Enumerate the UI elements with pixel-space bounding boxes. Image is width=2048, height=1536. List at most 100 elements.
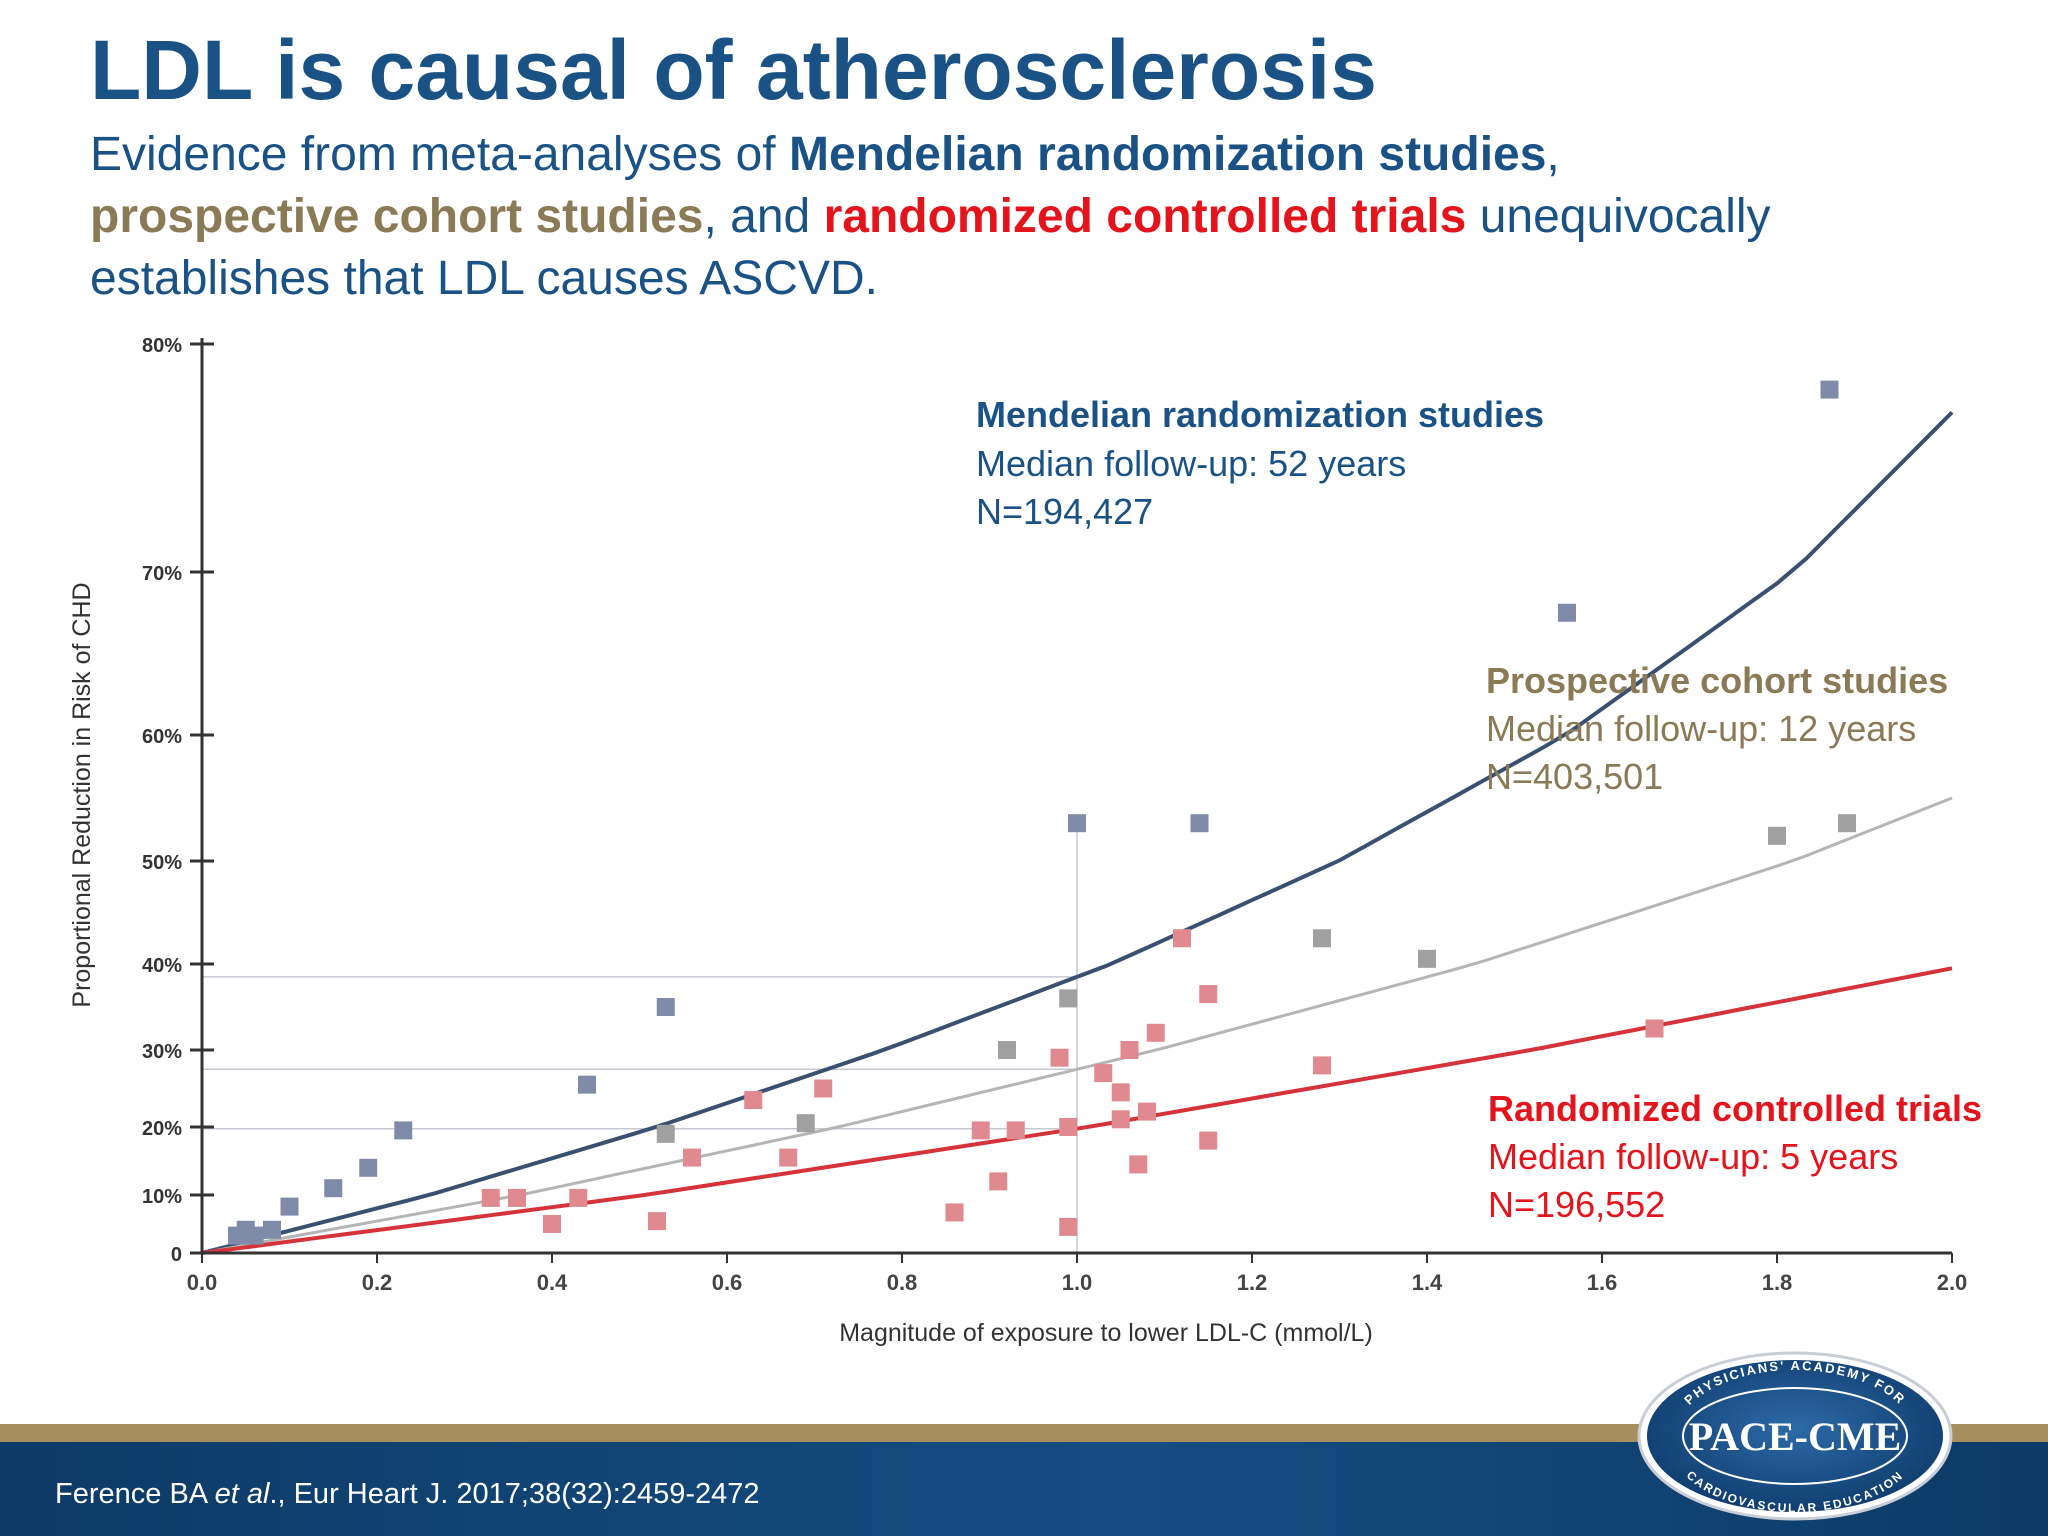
- x-tick-label: 2.0: [1937, 1270, 1968, 1295]
- point-mr: [578, 1075, 596, 1094]
- point-rct: [1138, 1102, 1156, 1121]
- point-rct: [1094, 1064, 1113, 1083]
- x-tick-label: 1.4: [1412, 1270, 1443, 1295]
- point-rct: [1059, 1217, 1078, 1236]
- x-tick-label: 1.8: [1762, 1270, 1793, 1295]
- point-rct: [1050, 1048, 1069, 1067]
- subtitle-text-1: Evidence from meta-analyses of: [90, 128, 789, 181]
- x-tick-label: 1.2: [1237, 1270, 1268, 1295]
- y-tick-label: 80%: [142, 335, 182, 357]
- annotation-rct-name: Randomized controlled trials: [1488, 1088, 1982, 1129]
- point-rct: [543, 1215, 561, 1233]
- point-mr: [656, 998, 675, 1016]
- subtitle-mr: Mendelian randomization studies: [788, 128, 1547, 181]
- point-mr: [263, 1220, 281, 1239]
- annotation-pc-followup: Median follow-up: 12 years: [1486, 708, 1916, 749]
- point-rct: [971, 1121, 990, 1140]
- point-rct: [779, 1148, 798, 1167]
- point-rct: [1111, 1110, 1130, 1129]
- citation-rest: ., Eur Heart J. 2017;38(32):2459-2472: [269, 1478, 760, 1510]
- x-tick-label: 1.0: [1062, 1270, 1093, 1295]
- y-tick-label: 60%: [142, 726, 182, 748]
- x-tick-label: 1.6: [1587, 1270, 1618, 1295]
- data-points: [228, 380, 1856, 1245]
- point-mr: [394, 1121, 413, 1140]
- point-pc: [796, 1114, 815, 1133]
- point-mr: [1558, 603, 1576, 622]
- point-rct: [1059, 1118, 1078, 1136]
- y-axis-title: Proportional Reduction in Risk of CHD: [68, 582, 96, 1007]
- point-pc: [1059, 989, 1078, 1008]
- scatter-chart: 010%20%30%40%50%60%70%80% 0.0 0.2 0.4 0.6 0.…: [68, 335, 1982, 1347]
- subtitle-text-3: , and: [703, 190, 824, 243]
- logo-inner-ring: [1682, 1387, 1908, 1485]
- logo-disc: [1647, 1360, 1943, 1512]
- point-pc: [1418, 949, 1436, 968]
- point-rct: [814, 1079, 833, 1098]
- point-rct: [1199, 985, 1218, 1004]
- annotation-pc-n: N=403,501: [1486, 756, 1663, 797]
- annotation-pc-name: Prospective cohort studies: [1486, 660, 1948, 701]
- x-tick-label: 0.2: [362, 1270, 393, 1295]
- point-rct: [1146, 1023, 1165, 1042]
- point-rct: [683, 1148, 701, 1167]
- slide-subtitle: Evidence from meta-analyses of Mendelian…: [90, 124, 2010, 310]
- point-rct: [1645, 1019, 1664, 1038]
- point-rct: [945, 1203, 964, 1222]
- point-rct: [1120, 1041, 1139, 1059]
- annotation-mr-name: Mendelian randomization studies: [976, 394, 1544, 435]
- citation: Ference BA et al., Eur Heart J. 2017;38(…: [55, 1478, 760, 1511]
- point-pc: [1838, 814, 1856, 833]
- y-tick-label: 0: [171, 1244, 182, 1266]
- point-rct: [1111, 1083, 1130, 1102]
- point-mr: [1190, 814, 1209, 833]
- subtitle-rct: randomized controlled trials: [823, 190, 1467, 243]
- annotation-rct-n: N=196,552: [1488, 1184, 1665, 1225]
- point-mr: [1068, 814, 1086, 833]
- point-rct: [1173, 929, 1191, 948]
- x-tick-label: 0.4: [537, 1270, 568, 1295]
- annotation-mr-n: N=194,427: [976, 491, 1153, 532]
- point-rct: [744, 1091, 763, 1110]
- point-rct: [1006, 1121, 1025, 1140]
- point-pc: [1768, 826, 1786, 845]
- point-rct: [648, 1212, 666, 1231]
- x-tick-label: 0.8: [887, 1270, 918, 1295]
- annotation-pc: Prospective cohort studies Median follow…: [1486, 660, 1948, 797]
- point-mr: [359, 1158, 378, 1177]
- citation-author: Ference BA: [55, 1478, 215, 1510]
- point-rct: [481, 1188, 500, 1207]
- pace-cme-logo: PHYSICIANS' ACADEMY FOR CARDIOVASCULAR E…: [1637, 1351, 1953, 1521]
- x-tick-label: 0.6: [712, 1270, 743, 1295]
- point-mr: [1820, 380, 1839, 399]
- y-tick-label: 40%: [142, 955, 182, 977]
- y-tick-label: 70%: [142, 563, 182, 585]
- subtitle-pc: prospective cohort studies: [90, 190, 704, 243]
- point-pc: [998, 1041, 1016, 1059]
- point-mr: [280, 1197, 299, 1216]
- point-mr: [245, 1226, 264, 1245]
- annotation-rct-followup: Median follow-up: 5 years: [1488, 1136, 1898, 1177]
- y-tick-label: 30%: [142, 1041, 182, 1063]
- slide-title: LDL is causal of atherosclerosis: [90, 23, 1377, 117]
- subtitle-text-2: ,: [1546, 128, 1560, 181]
- point-rct: [569, 1188, 588, 1207]
- logo-wordmark: PACE-CME: [1689, 1414, 1902, 1459]
- guide-lines: [202, 823, 1078, 1253]
- y-tick-label: 50%: [142, 852, 182, 874]
- point-pc: [656, 1124, 675, 1143]
- point-pc: [1313, 929, 1331, 948]
- annotation-mr: Mendelian randomization studies Median f…: [976, 394, 1544, 532]
- x-ticks: 0.0 0.2 0.4 0.6 0.8 1.0 1.2 1.4 1.6 1.8 2.0: [187, 1253, 1968, 1295]
- annotation-mr-followup: Median follow-up: 52 years: [976, 443, 1406, 484]
- point-rct: [508, 1188, 526, 1207]
- footer-gold-band: [0, 1424, 2048, 1442]
- x-tick-label: 0.0: [187, 1270, 218, 1295]
- x-axis-title: Magnitude of exposure to lower LDL-C (mm…: [839, 1319, 1373, 1347]
- y-tick-label: 10%: [142, 1186, 182, 1208]
- point-rct: [1313, 1056, 1331, 1075]
- y-tick-label: 20%: [142, 1118, 182, 1140]
- subtitle-text-4: unequivocally establishes that LDL cause…: [90, 190, 1771, 305]
- point-mr: [324, 1179, 343, 1198]
- annotation-rct: Randomized controlled trials Median foll…: [1488, 1088, 1982, 1225]
